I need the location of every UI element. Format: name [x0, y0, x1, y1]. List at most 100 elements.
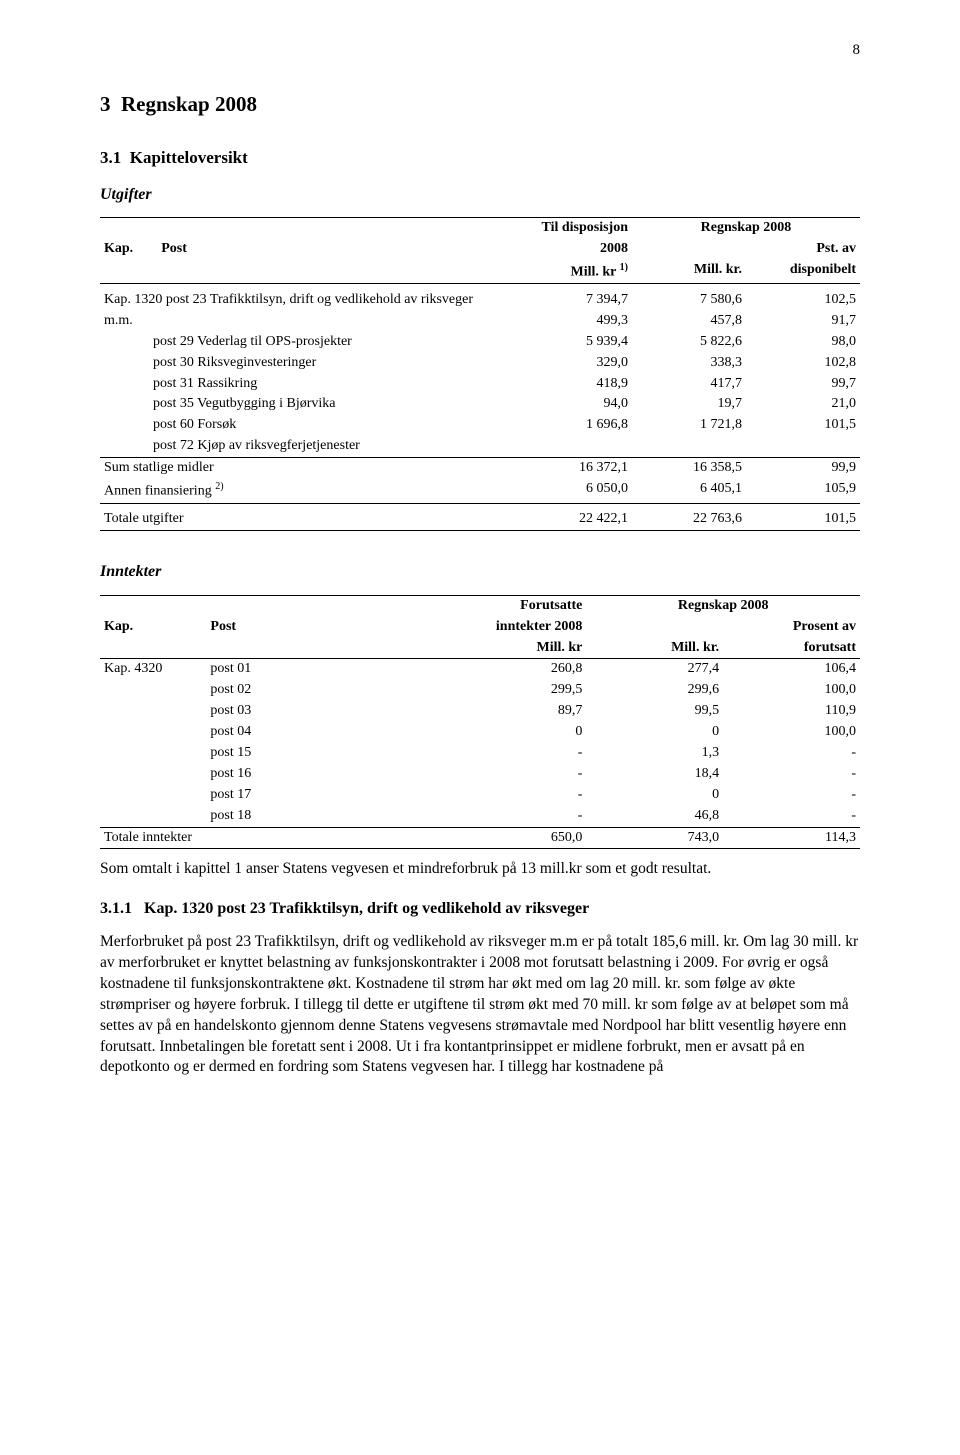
cell — [518, 436, 632, 457]
section-title: Regnskap 2008 — [121, 92, 257, 116]
th: Mill. kr — [571, 265, 620, 280]
cell: 7 580,6 — [632, 290, 746, 311]
table-row: post 35 Vegutbygging i Bjørvika94,019,72… — [100, 394, 860, 415]
table-row: post 29 Vederlag til OPS-prosjekter5 939… — [100, 332, 860, 353]
cell: Sum statlige midler — [100, 458, 518, 479]
cell: post 16 — [206, 764, 449, 785]
cell — [100, 722, 206, 743]
cell: - — [450, 806, 587, 827]
cell: post 30 Riksveginvesteringer — [100, 353, 518, 374]
cell: Kap. 1320 post 23 Trafikktilsyn, drift o… — [100, 290, 518, 311]
th: forutsatt — [723, 638, 860, 659]
table-row: post 18-46,8- — [100, 806, 860, 827]
cell — [100, 701, 206, 722]
cell — [100, 785, 206, 806]
cell: 650,0 — [450, 827, 587, 849]
inntekter-table: Forutsatte Regnskap 2008 Kap. Post innte… — [100, 595, 860, 850]
th: Mill. kr. — [632, 260, 746, 284]
th: Post — [161, 241, 187, 256]
cell: post 02 — [206, 680, 449, 701]
page-number: 8 — [100, 40, 860, 60]
cell: - — [723, 743, 860, 764]
cell — [746, 436, 860, 457]
table-row: Kap. 1320 post 23 Trafikktilsyn, drift o… — [100, 290, 860, 311]
cell: 299,6 — [586, 680, 723, 701]
inntekter-heading: Inntekter — [100, 561, 860, 583]
cell: post 35 Vegutbygging i Bjørvika — [100, 394, 518, 415]
cell: 16 358,5 — [632, 458, 746, 479]
th: Regnskap 2008 — [632, 218, 860, 239]
th: Til disposisjon — [518, 218, 632, 239]
cell — [100, 764, 206, 785]
cell: 418,9 — [518, 374, 632, 395]
table-row: post 16-18,4- — [100, 764, 860, 785]
cell: 0 — [586, 785, 723, 806]
cell: - — [723, 806, 860, 827]
subsection-heading: 3.1 Kapitteloversikt — [100, 147, 860, 170]
utgifter-heading: Utgifter — [100, 184, 860, 206]
paragraph-2: Merforbruket på post 23 Trafikktilsyn, d… — [100, 932, 860, 1078]
cell: 0 — [450, 722, 587, 743]
subsection-title: Kapitteloversikt — [130, 148, 248, 167]
th: Mill. kr — [450, 638, 587, 659]
cell: 1 721,8 — [632, 415, 746, 436]
utgifter-table: Til disposisjon Regnskap 2008 Kap. Post … — [100, 217, 860, 531]
cell: 16 372,1 — [518, 458, 632, 479]
cell: - — [723, 764, 860, 785]
cell: 114,3 — [723, 827, 860, 849]
section-number: 3 — [100, 92, 111, 116]
cell — [100, 680, 206, 701]
table-row: post 30 Riksveginvesteringer329,0338,310… — [100, 353, 860, 374]
cell: 106,4 — [723, 659, 860, 680]
table-row: post 0389,799,5110,9 — [100, 701, 860, 722]
table-row: post 17-0- — [100, 785, 860, 806]
cell: 1 696,8 — [518, 415, 632, 436]
th: disponibelt — [746, 260, 860, 284]
section-heading: 3 Regnskap 2008 — [100, 90, 860, 118]
cell — [100, 743, 206, 764]
th: Regnskap 2008 — [586, 595, 860, 616]
cell: - — [450, 785, 587, 806]
cell — [100, 806, 206, 827]
table-row: post 60 Forsøk1 696,81 721,8101,5 — [100, 415, 860, 436]
th: Post — [206, 617, 449, 638]
cell: 19,7 — [632, 394, 746, 415]
subsub-title: Kap. 1320 post 23 Trafikktilsyn, drift o… — [144, 900, 589, 917]
cell: 743,0 — [586, 827, 723, 849]
th: Prosent av — [723, 617, 860, 638]
cell: post 72 Kjøp av riksvegferjetjenester — [100, 436, 518, 457]
cell: 101,5 — [746, 415, 860, 436]
cell-sup: 2) — [215, 481, 223, 492]
cell: post 01 — [206, 659, 449, 680]
cell: Totale inntekter — [100, 827, 450, 849]
cell: - — [450, 764, 587, 785]
th: Kap. — [104, 241, 133, 256]
subsection-number: 3.1 — [100, 148, 121, 167]
cell: 46,8 — [586, 806, 723, 827]
cell: 101,5 — [746, 509, 860, 530]
cell: 22 422,1 — [518, 509, 632, 530]
cell: 338,3 — [632, 353, 746, 374]
th: Mill. kr. — [586, 638, 723, 659]
cell: post 17 — [206, 785, 449, 806]
cell: m.m. — [100, 311, 518, 332]
cell: 99,5 — [586, 701, 723, 722]
cell: post 15 — [206, 743, 449, 764]
cell: 260,8 — [450, 659, 587, 680]
cell: Annen finansiering — [104, 484, 215, 499]
cell: 1,3 — [586, 743, 723, 764]
cell: 99,7 — [746, 374, 860, 395]
cell: Totale utgifter — [100, 509, 518, 530]
total-row: Totale inntekter650,0743,0114,3 — [100, 827, 860, 849]
sum-row: Sum statlige midler16 372,116 358,599,9 — [100, 458, 860, 479]
th: Forutsatte — [450, 595, 587, 616]
cell: 98,0 — [746, 332, 860, 353]
cell: 499,3 — [518, 311, 632, 332]
cell: post 31 Rassikring — [100, 374, 518, 395]
cell: 329,0 — [518, 353, 632, 374]
cell: 21,0 — [746, 394, 860, 415]
cell: post 29 Vederlag til OPS-prosjekter — [100, 332, 518, 353]
table-row: Kap. 4320post 01260,8277,4106,4 — [100, 659, 860, 680]
table-row: post 15-1,3- — [100, 743, 860, 764]
cell: post 04 — [206, 722, 449, 743]
